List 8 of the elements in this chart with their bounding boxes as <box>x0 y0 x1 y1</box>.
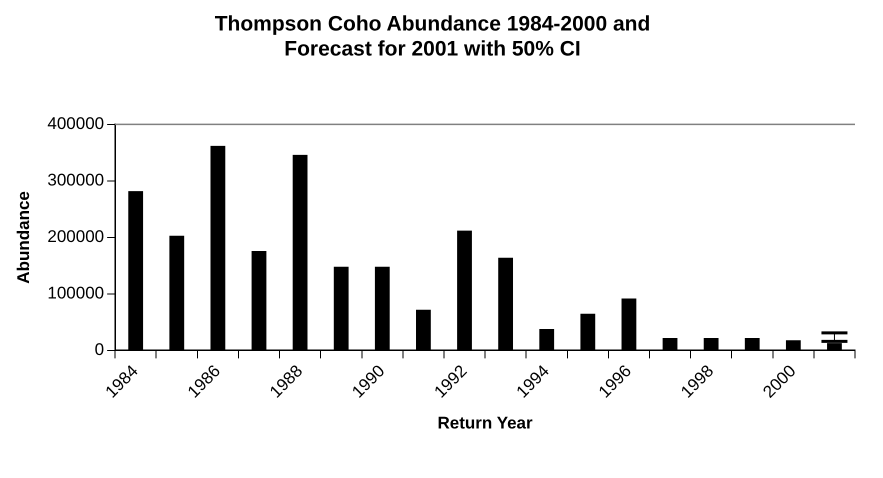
y-tick-label: 400000 <box>47 114 104 134</box>
y-axis-title: Abundance <box>14 191 33 284</box>
y-tick-label: 0 <box>94 340 104 360</box>
y-tick-label: 300000 <box>47 170 104 190</box>
y-tick-label: 200000 <box>47 227 104 246</box>
x-axis-title: Return Year <box>438 413 534 432</box>
chart-title: Thompson Coho Abundance 1984-2000 and Forecast for 2001 with 50% CI <box>214 12 650 61</box>
y-tick-label: 100000 <box>47 284 104 303</box>
